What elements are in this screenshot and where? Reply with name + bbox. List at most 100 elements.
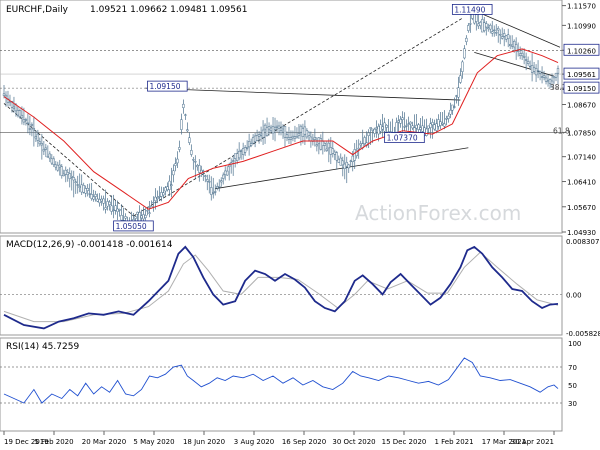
candle-body bbox=[556, 68, 560, 74]
candle-body bbox=[140, 215, 143, 219]
candle-body bbox=[184, 114, 187, 116]
candle-body bbox=[194, 161, 197, 163]
price-annotation-box bbox=[113, 220, 154, 232]
macd-panel: MACD(12,26,9) -0.001418 -0.001614 0.0083… bbox=[0, 235, 600, 338]
price-tick-label: 1.04930 bbox=[567, 229, 596, 237]
candle-body bbox=[90, 194, 93, 199]
candle-body bbox=[48, 153, 51, 159]
candle-body bbox=[375, 127, 378, 130]
candle-body bbox=[415, 124, 418, 129]
candle-body bbox=[427, 125, 430, 129]
candle-body bbox=[530, 65, 534, 73]
candle-body bbox=[190, 150, 193, 155]
price-panel: EURCHF,Daily 1.09521 1.09662 1.09481 1.0… bbox=[0, 0, 600, 237]
candle-body bbox=[10, 100, 14, 108]
candle-body bbox=[449, 109, 452, 115]
watermark: ActionForex.com bbox=[355, 201, 521, 225]
candle-body bbox=[433, 124, 436, 130]
candle-body bbox=[457, 87, 460, 98]
candle-body bbox=[204, 175, 207, 177]
candle-body bbox=[335, 152, 338, 161]
candle-body bbox=[58, 164, 61, 168]
candle-body bbox=[106, 201, 109, 207]
candle-body bbox=[435, 123, 438, 131]
macd-title: MACD(12,26,9) -0.001418 -0.001614 bbox=[6, 240, 173, 250]
price-frame bbox=[0, 0, 563, 234]
candle-body bbox=[74, 181, 77, 183]
candle-body bbox=[96, 198, 99, 202]
candle-body bbox=[68, 173, 71, 179]
candle-body bbox=[417, 124, 420, 130]
trendline bbox=[215, 147, 469, 190]
macd-lines bbox=[3, 245, 559, 330]
candle-body bbox=[343, 163, 346, 169]
candle-body bbox=[269, 127, 273, 132]
candle-body bbox=[550, 80, 554, 88]
candle-body bbox=[26, 122, 30, 124]
candle-body bbox=[313, 136, 317, 140]
candle-body bbox=[214, 191, 217, 193]
candle-body bbox=[485, 23, 488, 28]
candle-body bbox=[80, 184, 83, 193]
candle-body bbox=[385, 124, 388, 128]
candle-body bbox=[497, 28, 500, 31]
x-tick-label: 15 Dec 2020 bbox=[382, 438, 427, 446]
candle-body bbox=[481, 19, 484, 33]
candle-body bbox=[395, 122, 398, 133]
candle-body bbox=[445, 118, 448, 120]
candle-body bbox=[293, 136, 297, 139]
candle-body bbox=[104, 207, 107, 210]
candle-body bbox=[407, 123, 410, 125]
candle-body bbox=[100, 198, 103, 202]
macd-tick-label: 0.00 bbox=[566, 291, 582, 299]
candle-body bbox=[341, 160, 344, 166]
price-axis: 1.11570 1.10990 1.10260 1.09561 1.09150 1.086… bbox=[562, 3, 600, 237]
ohlc-label: 1.09521 1.09662 1.09481 1.09561 bbox=[90, 5, 247, 15]
candle-body bbox=[329, 147, 332, 155]
candle-body bbox=[273, 126, 277, 130]
candle-body bbox=[196, 165, 199, 168]
candle-body bbox=[367, 132, 370, 136]
candle-body bbox=[511, 44, 514, 47]
candle-body bbox=[238, 150, 241, 159]
candle-body bbox=[411, 125, 414, 129]
candle-body bbox=[210, 187, 213, 195]
candle-body bbox=[475, 14, 478, 22]
candle-body bbox=[487, 27, 490, 30]
symbol-label: EURCHF,Daily bbox=[6, 5, 69, 15]
candle-body bbox=[546, 80, 550, 83]
candle-body bbox=[489, 24, 492, 30]
candle-body bbox=[495, 32, 498, 34]
candle-body bbox=[297, 132, 301, 136]
x-tick-label: 17 Mar 2021 bbox=[482, 438, 526, 446]
candle-body bbox=[40, 143, 44, 146]
trendline bbox=[472, 9, 561, 48]
macd-tick-label: 0.008307 bbox=[566, 238, 599, 246]
candle-body bbox=[64, 169, 67, 175]
price-level-box bbox=[563, 81, 600, 94]
candle-body bbox=[501, 36, 504, 39]
x-tick-label: 5 May 2020 bbox=[133, 438, 174, 446]
rsi-axis: 100 70 50 30 bbox=[568, 340, 581, 408]
price-tick-label: 1.06410 bbox=[567, 179, 596, 187]
candle-body bbox=[383, 122, 386, 132]
candle-body bbox=[403, 126, 406, 128]
candle-body bbox=[76, 184, 79, 186]
candle-body bbox=[232, 160, 235, 162]
price-annotation-box bbox=[384, 132, 425, 144]
candle-body bbox=[441, 122, 444, 125]
candle-body bbox=[491, 31, 494, 34]
candle-body bbox=[373, 128, 376, 134]
candle-body bbox=[70, 175, 73, 178]
candle-body bbox=[524, 59, 528, 61]
candle-body bbox=[20, 114, 24, 119]
rsi-tick-label: 70 bbox=[568, 364, 577, 372]
candle-body bbox=[146, 210, 149, 212]
candle-body bbox=[216, 186, 219, 189]
candle-body bbox=[174, 163, 177, 166]
price-level-box bbox=[563, 67, 600, 80]
candle-body bbox=[303, 126, 307, 135]
candle-body bbox=[62, 173, 65, 177]
